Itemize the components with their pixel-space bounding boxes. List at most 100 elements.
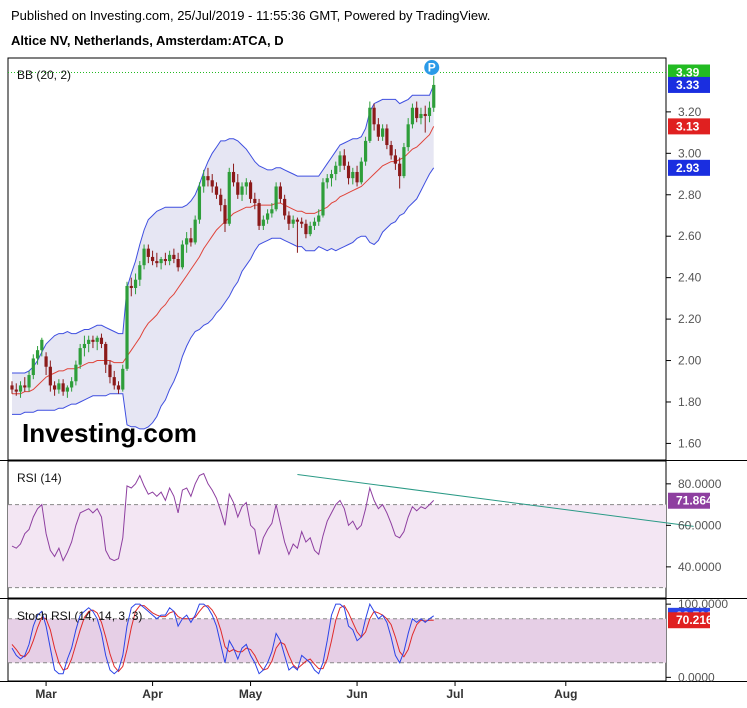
candle-body: [291, 219, 295, 224]
candle-body: [61, 383, 65, 392]
price-plot: P: [8, 59, 666, 430]
candle-body: [146, 248, 150, 257]
price-tick-label: 1.60: [678, 436, 702, 450]
candle-body: [223, 205, 227, 224]
candle-body: [18, 385, 23, 392]
rsi-tick-label: 80.0000: [678, 477, 722, 491]
candle-body: [23, 385, 27, 388]
candle-body: [427, 107, 432, 117]
stoch-d-line: [11, 604, 434, 673]
price-tick-label: 2.00: [678, 354, 702, 368]
candle-body: [53, 385, 57, 390]
bb-band-fill: [12, 84, 434, 429]
bb-upper-line: [12, 84, 435, 374]
candle-body: [283, 198, 287, 216]
candle-body: [78, 348, 82, 365]
price-tick-label: 2.80: [678, 188, 702, 202]
price-tick-label: 3.00: [678, 146, 702, 160]
price-badge-text: 3.39: [676, 66, 700, 80]
candle-body: [389, 145, 393, 156]
pivot-marker-label: P: [428, 61, 436, 75]
month-tick-label: Jun: [346, 687, 367, 701]
candle-body: [219, 194, 223, 206]
price-tick-label: 3.20: [678, 105, 702, 119]
candle-body: [159, 259, 163, 264]
candle-body: [227, 171, 231, 224]
candle-body: [261, 219, 265, 226]
price-tick-label: 2.40: [678, 271, 702, 285]
candle-body: [329, 174, 334, 179]
month-tick-label: Aug: [554, 687, 577, 701]
price-badge-text: 2.93: [676, 161, 700, 175]
candle-body: [150, 256, 155, 262]
rsi-indicator-label: RSI (14): [17, 471, 62, 485]
stoch-rsi-plot: [8, 602, 666, 675]
stoch-d-badge: [668, 612, 710, 629]
candle-body: [406, 124, 410, 148]
candle-body: [253, 198, 257, 204]
candle-body: [372, 107, 376, 125]
candle-body: [31, 358, 35, 376]
month-tick-label: May: [239, 687, 263, 701]
rsi-tick-label: 40.0000: [678, 560, 722, 574]
candle-body: [197, 186, 202, 220]
candle-body: [240, 186, 244, 195]
candle-body: [432, 84, 436, 108]
candle-body: [368, 107, 372, 141]
pivot-marker: [423, 59, 441, 77]
candle-body: [155, 261, 159, 264]
candle-body: [57, 383, 61, 390]
candle-body: [312, 221, 317, 226]
candle-body: [266, 213, 270, 220]
price-tick-label: 2.20: [678, 312, 702, 326]
candle-body: [168, 254, 172, 262]
candle-body: [244, 182, 248, 187]
candle-body: [308, 225, 312, 235]
rsi-tick-label: 60.0000: [678, 518, 722, 532]
candle-body: [87, 339, 91, 344]
candle-body: [278, 186, 282, 199]
candle-body: [112, 377, 116, 386]
candle-body: [129, 285, 133, 289]
candle-body: [82, 343, 87, 349]
stoch-k-line: [11, 602, 434, 675]
candle-body: [185, 238, 189, 245]
price-badge: [668, 118, 710, 135]
month-tick-label: Jul: [446, 687, 463, 701]
candle-body: [202, 176, 206, 187]
month-tick-label: Apr: [142, 687, 163, 701]
candle-body: [300, 221, 304, 224]
candle-body: [325, 178, 329, 183]
price-badge-text: 3.33: [676, 78, 700, 92]
candle-body: [351, 171, 355, 179]
candle-body: [104, 343, 108, 365]
candle-body: [74, 364, 78, 382]
candle-body: [44, 356, 48, 367]
candle-body: [210, 180, 214, 187]
candle-body: [236, 182, 240, 195]
candle-body: [410, 107, 415, 125]
bb-indicator-label: BB (20, 2): [17, 68, 71, 82]
price-panel-frame: [7, 57, 667, 461]
candle-body: [180, 244, 184, 268]
price-badge: [668, 159, 710, 176]
candle-body: [163, 259, 167, 262]
candle-body: [214, 186, 219, 195]
candle-body: [402, 147, 406, 177]
candle-body: [248, 182, 253, 199]
candle-body: [48, 366, 52, 386]
stoch-tick-label: 0.0000: [678, 670, 715, 684]
candle-body: [121, 368, 125, 390]
candle-body: [14, 389, 18, 392]
candle-body: [133, 279, 138, 289]
rsi-line: [11, 472, 435, 562]
bb-lower-line: [12, 167, 435, 430]
candle-body: [381, 128, 385, 137]
candle-body: [287, 215, 291, 224]
price-tick-label: 1.80: [678, 395, 702, 409]
candle-body: [231, 171, 236, 183]
candle-body: [142, 248, 146, 266]
stoch-band-fill: [8, 618, 666, 663]
candle-body: [206, 176, 210, 181]
